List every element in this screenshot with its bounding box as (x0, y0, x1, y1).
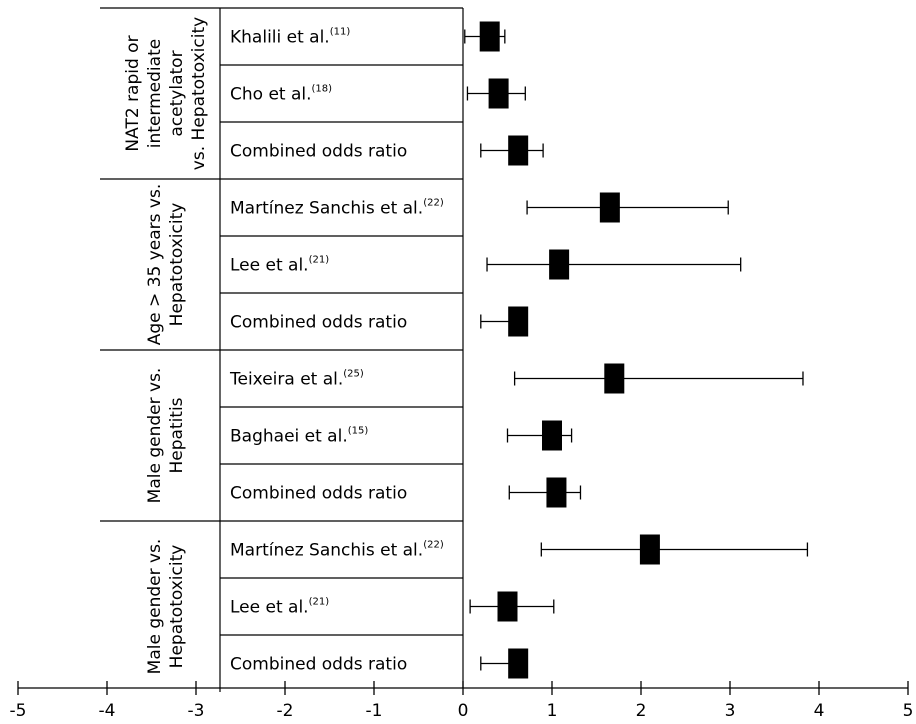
group-label-line: Age > 35 years vs. (145, 184, 165, 345)
study-label: Khalili et al.(11) (230, 27, 350, 48)
estimate-marker (604, 363, 625, 394)
estimate-marker (599, 192, 620, 223)
study-ref: (21) (309, 255, 330, 266)
study-label: Cho et al.(18) (230, 84, 332, 105)
group-label: NAT2 rapid or intermediate acetylator vs. H… (123, 17, 209, 170)
study-ref: (25) (343, 369, 364, 380)
x-tick-label: -4 (99, 701, 116, 721)
estimate-marker (542, 420, 562, 451)
study-label: Teixeira et al.(25) (229, 369, 364, 390)
group-label-line: Male gender vs. (145, 539, 165, 675)
study-ref: (22) (423, 540, 444, 551)
x-tick-label: 1 (547, 701, 558, 721)
estimate-marker (508, 135, 529, 166)
study-label: Lee et al.(21) (230, 255, 329, 276)
study-name: Martínez Sanchis et al. (230, 541, 423, 561)
study-label: Combined odds ratio (230, 484, 407, 504)
study-label: Martínez Sanchis et al.(22) (230, 540, 444, 561)
study-name: Lee et al. (230, 256, 309, 276)
group-label: Male gender vs. Hepatotoxicity (145, 539, 187, 675)
study-name: Combined odds ratio (230, 484, 407, 504)
study-ref: (22) (423, 198, 444, 209)
estimate-marker (508, 648, 529, 679)
x-axis: -5 -4 -3 -2 -1 0 1 2 3 4 5 (10, 681, 914, 721)
x-tick-label: 2 (636, 701, 647, 721)
x-tick-label: -2 (277, 701, 294, 721)
group-label-line: NAT2 rapid or (123, 35, 143, 151)
plot-area (462, 8, 809, 688)
study-label: Combined odds ratio (230, 655, 407, 675)
study-ref: (18) (312, 84, 333, 95)
study-name: Lee et al. (230, 598, 309, 618)
study-label: Combined odds ratio (230, 313, 407, 333)
study-name: Combined odds ratio (230, 313, 407, 333)
group-label-line: acetylator (167, 50, 187, 136)
study-label: Baghaei et al.(15) (230, 426, 368, 447)
x-tick-label: 5 (903, 701, 914, 721)
study-label: Combined odds ratio (230, 142, 407, 162)
study-name: Baghaei et al. (230, 427, 348, 447)
study-name: Khalili et al. (230, 28, 330, 48)
estimate-marker (479, 21, 500, 52)
x-tick-label: 3 (725, 701, 736, 721)
estimate-marker (508, 306, 529, 337)
group-label-line: Hepatotoxicity (167, 545, 187, 669)
x-tick-label: 4 (814, 701, 825, 721)
study-name: Combined odds ratio (230, 655, 407, 675)
x-tick-label: -3 (188, 701, 205, 721)
x-tick-label: -1 (366, 701, 383, 721)
study-name: Cho et al. (230, 85, 312, 105)
study-name: Combined odds ratio (230, 142, 407, 162)
x-tick-label: 0 (458, 701, 469, 721)
study-name: Teixeira et al. (229, 370, 343, 390)
label-table: NAT2 rapid or intermediate acetylator vs. H… (100, 7, 463, 692)
estimate-marker (546, 477, 567, 508)
study-label: Lee et al.(21) (230, 597, 329, 618)
estimate-marker (488, 78, 509, 109)
estimate-marker (497, 591, 518, 622)
study-ref: (15) (348, 426, 369, 437)
group-label-line: intermediate (145, 39, 165, 148)
study-ref: (21) (309, 597, 330, 608)
estimate-marker (549, 249, 570, 280)
group-label-line: vs. Hepatotoxicity (189, 17, 209, 170)
study-label: Martínez Sanchis et al.(22) (230, 198, 444, 219)
group-label: Age > 35 years vs. Hepatotoxicity (145, 184, 187, 345)
study-ref: (11) (330, 27, 351, 38)
group-label-line: Hepatitis (167, 397, 187, 473)
estimate-marker (639, 534, 660, 565)
group-label-line: Hepatotoxicity (167, 203, 187, 327)
group-label: Male gender vs. Hepatitis (145, 368, 187, 504)
group-label-line: Male gender vs. (145, 368, 165, 504)
x-tick-label: -5 (10, 701, 27, 721)
study-name: Martínez Sanchis et al. (230, 199, 423, 219)
